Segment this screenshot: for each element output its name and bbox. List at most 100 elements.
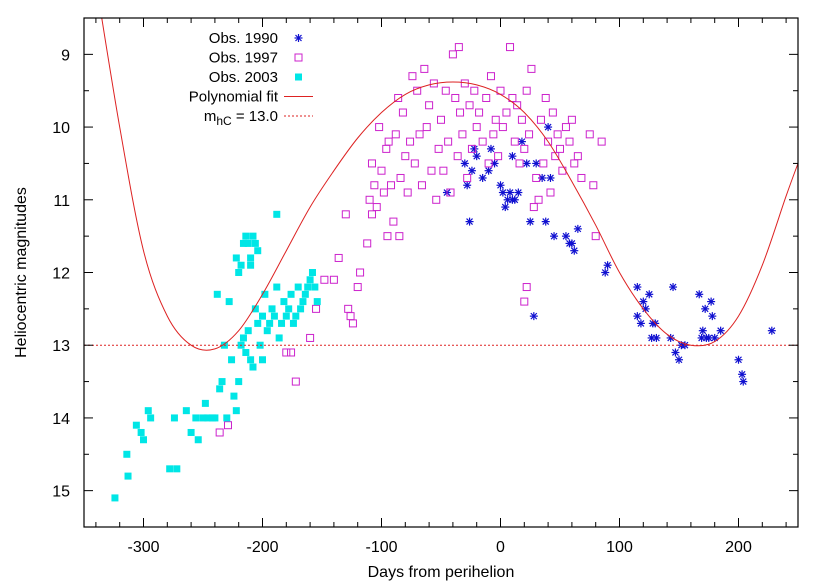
data-point (308, 269, 316, 276)
data-point (408, 72, 417, 81)
data-point (486, 144, 495, 153)
data-point (738, 370, 747, 379)
data-point (522, 283, 531, 292)
data-point (484, 166, 493, 175)
data-point (472, 152, 481, 161)
data-point (478, 137, 487, 146)
data-point (251, 239, 259, 247)
data-point (601, 268, 610, 277)
data-point (375, 123, 384, 132)
data-point (275, 334, 283, 342)
x-tick-label: -100 (365, 539, 397, 556)
data-point (356, 268, 365, 277)
legend-label: Obs. 1990 (209, 30, 278, 47)
data-point (232, 407, 240, 415)
data-point (235, 269, 243, 276)
data-point (249, 232, 257, 240)
legend-label: Polynomial fit (189, 89, 279, 106)
data-point (204, 414, 212, 422)
data-point (334, 253, 343, 262)
data-point (454, 43, 463, 52)
legend-marker (295, 73, 302, 81)
x-tick-label: 0 (496, 539, 505, 556)
data-point (301, 290, 309, 298)
data-point (218, 378, 226, 386)
data-point (671, 348, 680, 357)
data-point (244, 239, 252, 247)
data-point (254, 247, 262, 255)
data-point (517, 115, 526, 124)
data-point (144, 407, 152, 415)
data-point (478, 173, 487, 182)
data-point (111, 494, 119, 502)
data-point (597, 137, 606, 146)
data-point (232, 254, 240, 262)
legend-entry: Obs. 1997 (209, 50, 303, 67)
data-point (603, 261, 612, 270)
axes: -300 -200 -100 0 100 200 9 10 11 12 13 14 15 (52, 17, 799, 556)
data-point (467, 166, 476, 175)
x-tick-label: 200 (725, 539, 752, 556)
data-point (199, 414, 207, 422)
data-point (508, 93, 517, 102)
data-point (453, 152, 462, 161)
series-line-polynomial-fit (101, 18, 798, 351)
data-point (192, 414, 200, 422)
data-point (270, 312, 278, 320)
series-obs-2003 (111, 210, 321, 502)
data-point (701, 304, 710, 313)
data-point (420, 64, 429, 73)
data-point (456, 108, 465, 117)
data-point (589, 181, 598, 190)
data-point (254, 319, 262, 327)
data-point (544, 137, 553, 146)
data-point (698, 326, 707, 335)
y-tick-label: 12 (52, 266, 70, 283)
data-point (585, 130, 594, 139)
data-point (289, 319, 297, 327)
data-point (539, 159, 548, 168)
data-point (285, 305, 293, 313)
data-point (261, 290, 269, 298)
data-point (482, 93, 491, 102)
data-point (389, 217, 398, 226)
data-point (573, 224, 582, 233)
data-point (506, 43, 515, 52)
data-point (278, 319, 286, 327)
data-point (312, 304, 321, 313)
data-point (194, 436, 202, 444)
data-point (652, 333, 661, 342)
data-point (514, 188, 523, 197)
data-point (259, 312, 266, 320)
data-point (166, 465, 174, 473)
data-point (463, 181, 472, 190)
data-point (669, 283, 678, 292)
data-point (291, 377, 300, 386)
legend: Obs. 1990 Obs. 1997 Obs. 2003 Polynomial fi… (189, 30, 313, 128)
legend-marker (294, 53, 303, 62)
data-point (387, 181, 396, 190)
data-point (541, 217, 550, 226)
data-point (639, 297, 648, 306)
data-point (561, 232, 570, 241)
data-point (247, 356, 255, 364)
data-point (591, 232, 600, 241)
series-obs-1997 (215, 43, 606, 437)
data-point (406, 137, 415, 146)
data-point (313, 298, 321, 306)
data-point (306, 333, 315, 342)
data-point (306, 276, 314, 284)
data-point (242, 348, 250, 356)
data-point (215, 428, 224, 437)
data-point (570, 159, 579, 168)
data-point (223, 421, 232, 430)
data-point (441, 86, 450, 95)
data-point (216, 385, 224, 393)
data-point (707, 297, 716, 306)
y-axis-label: Heliocentric magnitudes (13, 187, 30, 358)
data-point (147, 414, 155, 422)
data-point (633, 312, 642, 321)
data-point (463, 173, 472, 182)
data-point (403, 188, 412, 197)
data-point (273, 210, 281, 218)
